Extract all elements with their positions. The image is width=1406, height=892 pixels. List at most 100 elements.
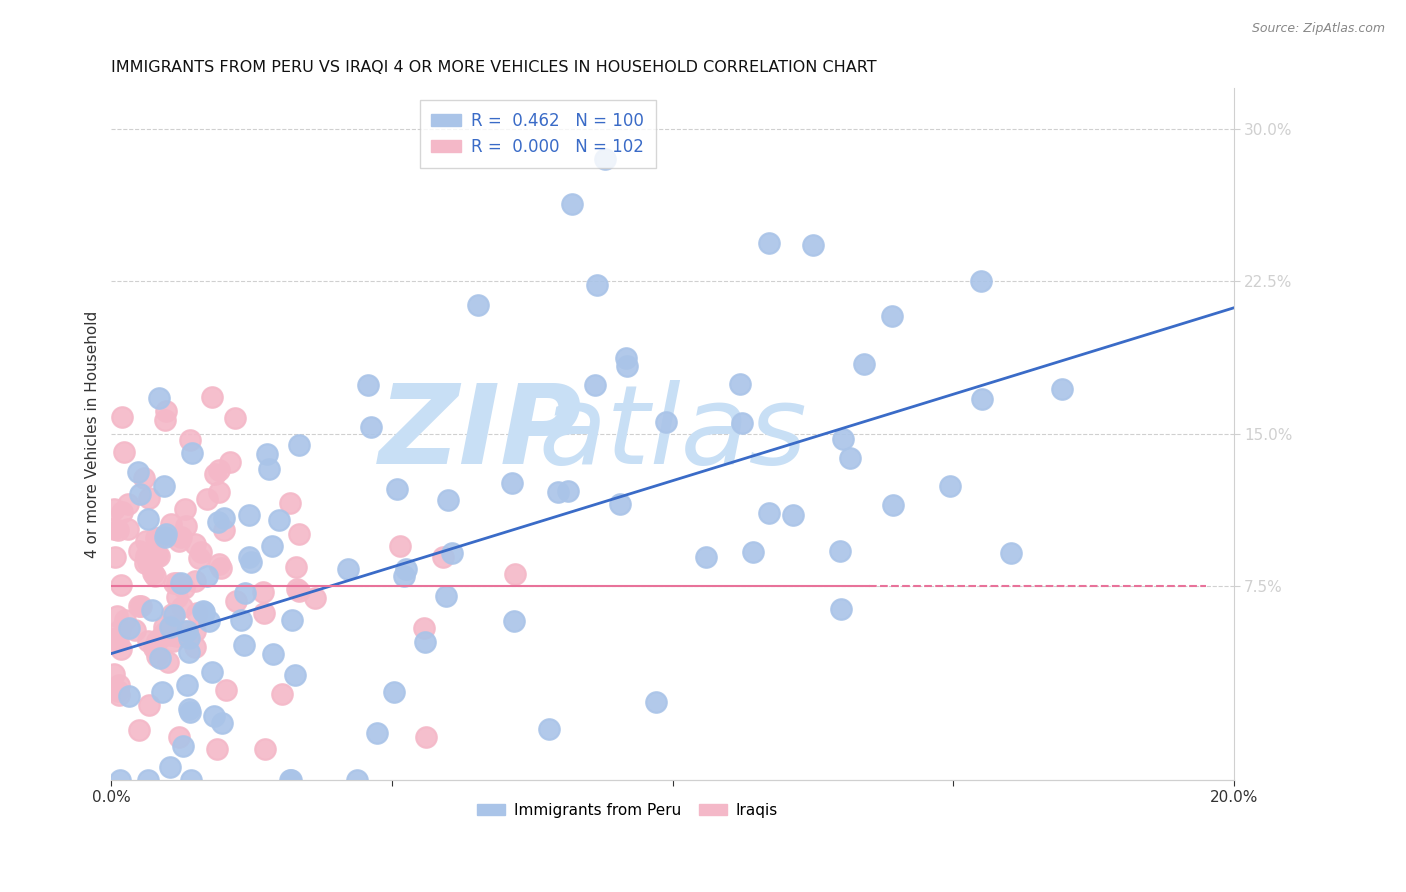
Point	[132, 471, 155, 485]
Point	[160, 619, 183, 633]
Point	[654, 415, 676, 429]
Point	[153, 479, 176, 493]
Point	[128, 599, 150, 613]
Point	[141, 602, 163, 616]
Point	[173, 624, 195, 638]
Point	[839, 451, 862, 466]
Point	[179, 705, 201, 719]
Point	[134, 557, 156, 571]
Point	[782, 508, 804, 522]
Point	[193, 603, 215, 617]
Point	[731, 416, 754, 430]
Point	[111, 505, 134, 519]
Point	[852, 358, 875, 372]
Point	[229, 613, 252, 627]
Point	[336, 561, 359, 575]
Point	[436, 493, 458, 508]
Point	[159, 760, 181, 774]
Point	[346, 772, 368, 787]
Point	[103, 522, 125, 536]
Point	[253, 606, 276, 620]
Point	[129, 599, 152, 613]
Point	[162, 575, 184, 590]
Point	[267, 513, 290, 527]
Point	[142, 566, 165, 580]
Point	[801, 237, 824, 252]
Point	[830, 544, 852, 558]
Point	[208, 557, 231, 571]
Point	[382, 685, 405, 699]
Point	[162, 634, 184, 648]
Point	[174, 519, 197, 533]
Point	[385, 482, 408, 496]
Point	[200, 665, 222, 680]
Point	[118, 621, 141, 635]
Point	[252, 585, 274, 599]
Point	[166, 629, 188, 643]
Point	[195, 492, 218, 507]
Point	[215, 683, 238, 698]
Legend: Immigrants from Peru, Iraqis: Immigrants from Peru, Iraqis	[471, 797, 785, 824]
Point	[366, 725, 388, 739]
Point	[107, 683, 129, 698]
Point	[149, 651, 172, 665]
Point	[179, 645, 201, 659]
Point	[167, 730, 190, 744]
Point	[128, 723, 150, 737]
Point	[179, 702, 201, 716]
Point	[1050, 382, 1073, 396]
Point	[415, 635, 437, 649]
Point	[212, 523, 235, 537]
Point	[143, 640, 166, 655]
Point	[160, 607, 183, 621]
Point	[644, 695, 666, 709]
Point	[232, 638, 254, 652]
Point	[159, 517, 181, 532]
Point	[150, 685, 173, 699]
Point	[107, 633, 129, 648]
Point	[155, 412, 177, 426]
Point	[163, 608, 186, 623]
Point	[585, 277, 607, 292]
Point	[153, 625, 176, 640]
Point	[105, 632, 128, 646]
Point	[392, 569, 415, 583]
Point	[159, 620, 181, 634]
Point	[195, 569, 218, 583]
Point	[225, 594, 247, 608]
Point	[360, 420, 382, 434]
Point	[538, 722, 561, 736]
Point	[501, 476, 523, 491]
Point	[198, 615, 221, 629]
Point	[108, 772, 131, 787]
Point	[502, 615, 524, 629]
Point	[117, 690, 139, 704]
Point	[281, 613, 304, 627]
Point	[730, 376, 752, 391]
Point	[224, 410, 246, 425]
Point	[179, 433, 201, 447]
Point	[432, 549, 454, 564]
Point	[742, 545, 765, 559]
Point	[609, 497, 631, 511]
Point	[233, 586, 256, 600]
Point	[254, 742, 277, 756]
Point	[112, 445, 135, 459]
Point	[505, 566, 527, 581]
Point	[146, 648, 169, 663]
Point	[148, 531, 170, 545]
Point	[145, 548, 167, 562]
Point	[107, 688, 129, 702]
Point	[159, 626, 181, 640]
Point	[188, 550, 211, 565]
Point	[170, 529, 193, 543]
Point	[143, 569, 166, 583]
Point	[695, 549, 717, 564]
Point	[356, 377, 378, 392]
Point	[108, 678, 131, 692]
Point	[970, 275, 993, 289]
Text: Source: ZipAtlas.com: Source: ZipAtlas.com	[1251, 22, 1385, 36]
Point	[288, 438, 311, 452]
Point	[117, 522, 139, 536]
Point	[547, 485, 569, 500]
